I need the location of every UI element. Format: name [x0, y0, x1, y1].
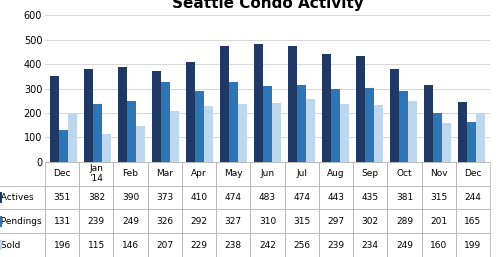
- Bar: [263, 86, 272, 162]
- Bar: [466, 122, 476, 162]
- Bar: [458, 102, 466, 162]
- Bar: [424, 85, 433, 162]
- Bar: [118, 67, 127, 162]
- Bar: [374, 105, 383, 162]
- Bar: [297, 85, 306, 162]
- Bar: [238, 104, 248, 162]
- Title: Seattle Condo Activity: Seattle Condo Activity: [172, 0, 364, 12]
- Bar: [408, 101, 417, 162]
- Bar: [102, 134, 112, 162]
- Bar: [152, 71, 161, 162]
- Bar: [136, 126, 145, 162]
- Bar: [365, 88, 374, 162]
- Bar: [433, 113, 442, 162]
- Bar: [59, 130, 69, 162]
- Bar: [50, 76, 59, 162]
- Bar: [170, 111, 179, 162]
- Bar: [390, 69, 399, 162]
- Bar: [356, 56, 365, 162]
- Bar: [204, 106, 214, 162]
- Bar: [340, 104, 349, 162]
- Bar: [272, 103, 281, 162]
- Bar: [399, 91, 408, 162]
- Bar: [331, 89, 340, 162]
- Bar: [229, 82, 238, 162]
- Bar: [476, 113, 485, 162]
- Bar: [186, 62, 195, 162]
- Bar: [127, 101, 136, 162]
- Bar: [220, 46, 229, 162]
- Bar: [161, 82, 170, 162]
- Bar: [93, 104, 102, 162]
- Bar: [322, 54, 331, 162]
- Bar: [288, 46, 297, 162]
- Bar: [68, 114, 78, 162]
- Bar: [84, 69, 93, 162]
- Bar: [254, 44, 263, 162]
- Bar: [195, 91, 204, 162]
- Bar: [306, 99, 315, 162]
- Bar: [442, 123, 451, 162]
